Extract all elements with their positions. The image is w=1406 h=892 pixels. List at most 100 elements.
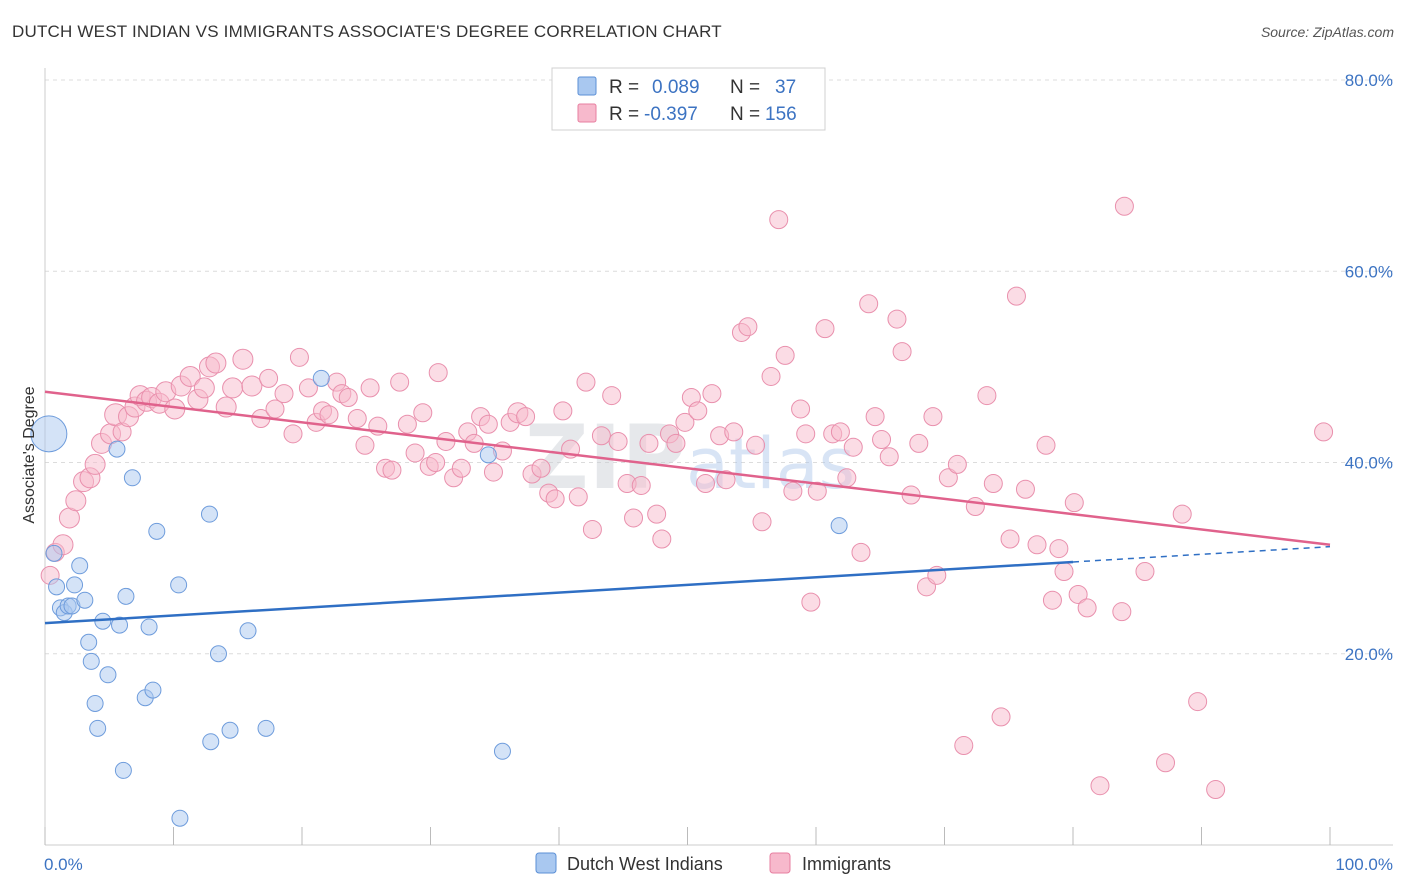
- immigrants-point-147: [1156, 753, 1176, 773]
- immigrants-point-143: [1090, 776, 1110, 796]
- dutch-west-indians-point-13: [89, 719, 107, 737]
- immigrants-point-125: [938, 468, 958, 488]
- immigrants-point-115: [865, 407, 885, 427]
- dutch-west-indians-point-34: [479, 446, 497, 464]
- immigrants-point-58: [451, 458, 471, 478]
- immigrants-point-42: [338, 387, 358, 407]
- dutch-west-indians-point-20: [123, 469, 141, 487]
- dutch-west-indians-point-2: [48, 578, 66, 596]
- immigrants-point-4: [65, 490, 87, 512]
- legend-n-value-1: 37: [775, 77, 796, 98]
- immigrants-point-116: [872, 430, 892, 450]
- dutch-west-indians-trend-line: [44, 560, 1074, 625]
- immigrants-point-74: [568, 487, 588, 507]
- dutch-west-indians-point-24: [148, 522, 166, 540]
- dutch-west-indians-point-22: [140, 618, 158, 636]
- immigrants-point-123: [923, 407, 943, 427]
- dutch-west-indians-point-25: [171, 809, 189, 827]
- trend-lines: [44, 390, 1331, 625]
- immigrants-point-76: [582, 519, 602, 539]
- immigrants-point-77: [591, 426, 611, 446]
- top-legend: R = 0.089 N = 37 R = -0.397 N = 156: [551, 67, 826, 131]
- immigrants-point-139: [1054, 562, 1074, 582]
- dutch-west-indians-point-29: [209, 645, 227, 663]
- immigrants-point-149: [1188, 692, 1208, 712]
- immigrants-point-23: [193, 377, 215, 399]
- immigrants-point-79: [608, 431, 628, 451]
- immigrants-point-69: [531, 458, 551, 478]
- immigrants-point-34: [283, 424, 303, 444]
- immigrants-point-33: [274, 384, 294, 404]
- immigrants-point-113: [851, 542, 871, 562]
- immigrants-point-138: [1049, 539, 1069, 559]
- immigrants-point-49: [390, 372, 410, 392]
- bottom-legend-label-pink: Immigrants: [802, 854, 891, 874]
- immigrants-point-92: [702, 384, 722, 404]
- immigrants-point-101: [769, 210, 789, 230]
- dutch-west-indians-point-12: [86, 694, 104, 712]
- immigrants-point-130: [983, 474, 1003, 494]
- immigrants-point-82: [631, 475, 651, 495]
- dutch-west-indians-point-36: [830, 517, 848, 535]
- immigrants-point-97: [738, 317, 758, 337]
- dutch-west-indians-point-27: [200, 505, 218, 523]
- dutch-west-indians-point-17: [111, 616, 129, 634]
- immigrants-point-108: [815, 319, 835, 339]
- immigrants-point-137: [1042, 590, 1062, 610]
- immigrants-point-119: [892, 342, 912, 362]
- immigrants-points: [40, 196, 1334, 800]
- immigrants-point-62: [478, 414, 498, 434]
- legend-swatch-blue: [577, 76, 597, 96]
- bottom-legend: Dutch West Indians Immigrants: [535, 852, 891, 874]
- immigrants-point-145: [1114, 196, 1134, 216]
- immigrants-point-121: [909, 433, 929, 453]
- immigrants-point-94: [716, 470, 736, 490]
- immigrants-point-118: [887, 309, 907, 329]
- legend-r-label-2: R =: [609, 104, 639, 125]
- immigrants-point-148: [1172, 504, 1192, 524]
- x-tick-labels: 0.0% 100.0%: [44, 855, 1393, 874]
- immigrants-point-131: [991, 707, 1011, 727]
- dutch-west-indians-point-10: [80, 633, 98, 651]
- immigrants-point-81: [624, 508, 644, 528]
- immigrants-point-39: [319, 405, 339, 425]
- dutch-west-indians-point-26: [170, 576, 188, 594]
- dutch-west-indians-point-31: [239, 622, 257, 640]
- immigrants-point-105: [796, 424, 816, 444]
- immigrants-point-141: [1068, 584, 1088, 604]
- immigrants-point-71: [545, 489, 565, 509]
- immigrants-point-54: [426, 453, 446, 472]
- dutch-west-indians-point-23: [144, 681, 162, 699]
- immigrants-point-110: [830, 422, 850, 442]
- dutch-west-indians-point-18: [114, 761, 132, 779]
- immigrants-point-7: [84, 453, 106, 475]
- immigrants-point-48: [382, 460, 402, 480]
- immigrants-point-134: [1015, 479, 1035, 499]
- immigrants-point-136: [1036, 435, 1056, 455]
- immigrants-point-127: [954, 736, 974, 756]
- y-tick-label-20: 20.0%: [1345, 645, 1393, 664]
- dutch-west-indians-point-8: [71, 557, 89, 575]
- immigrants-point-146: [1135, 562, 1155, 582]
- immigrants-point-132: [1000, 529, 1020, 549]
- immigrants-point-63: [483, 462, 503, 482]
- y-tick-label-80: 80.0%: [1345, 71, 1393, 90]
- immigrants-point-88: [675, 412, 695, 432]
- axes: [44, 68, 1393, 846]
- dutch-west-indians-point-32: [257, 719, 275, 737]
- y-axis-label: Associate's Degree: [21, 386, 38, 523]
- immigrants-point-67: [516, 407, 536, 427]
- immigrants-point-142: [1077, 598, 1097, 618]
- immigrants-point-25: [205, 352, 227, 374]
- immigrants-point-83: [639, 433, 659, 453]
- legend-n-label-2: N =: [730, 104, 760, 125]
- grid-lines: [45, 79, 1393, 655]
- immigrants-point-51: [405, 443, 425, 463]
- dutch-west-indians-point-11: [82, 652, 100, 670]
- immigrants-point-87: [666, 433, 686, 453]
- immigrants-point-55: [428, 363, 448, 383]
- dutch-west-indians-point-30: [221, 721, 239, 739]
- immigrants-point-43: [347, 409, 367, 429]
- immigrants-point-75: [576, 372, 596, 392]
